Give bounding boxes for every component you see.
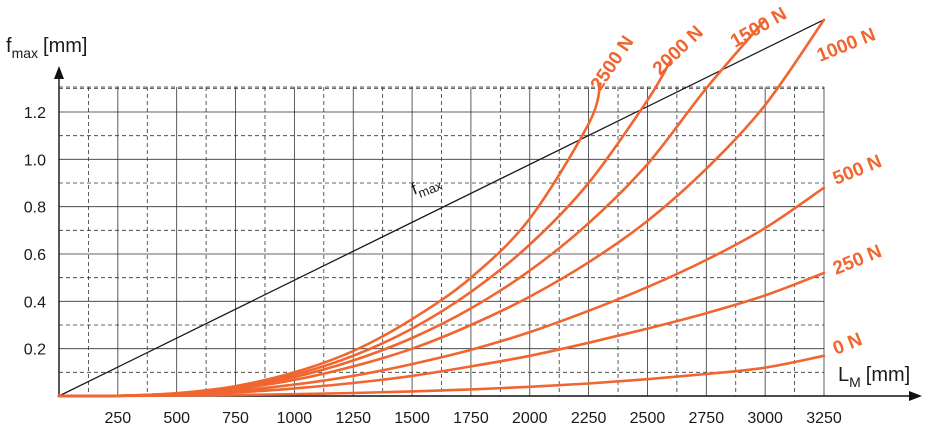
fmax-limit-label-subscript: max [416, 178, 445, 201]
y-tick-label-1-2: 1.2 [24, 105, 46, 122]
x-axis-title: LM [mm] [838, 364, 910, 390]
x-axis-title-symbol: L [838, 364, 849, 386]
y-tick-label-0-8: 0.8 [24, 200, 46, 217]
x-tick-label-750: 750 [222, 410, 249, 427]
x-tick-label-250: 250 [104, 410, 131, 427]
tick-labels: 250 500 750 1000 1250 1500 1750 2000 2250 2500 275… [24, 105, 842, 427]
x-tick-label-2750: 2750 [689, 410, 725, 427]
y-axis-title-symbol: f [6, 35, 12, 57]
series-label-0n: 0 N [830, 329, 865, 360]
x-tick-label-2000: 2000 [512, 410, 548, 427]
y-tick-label-0-6: 0.6 [24, 247, 46, 264]
x-axis-title-subscript: M [849, 374, 861, 390]
y-axis-title-subscript: max [12, 45, 38, 61]
series-label-2500n: 2500 N [587, 32, 639, 95]
x-tick-label-3000: 3000 [747, 410, 783, 427]
x-axis-title-unit: [mm] [866, 364, 910, 386]
series-label-250n: 250 N [830, 241, 885, 279]
series-line-2500n [57, 82, 602, 398]
series-label-1000n: 1000 N [814, 24, 879, 66]
x-tick-label-1750: 1750 [453, 410, 489, 427]
x-tick-label-500: 500 [163, 410, 190, 427]
y-axis-arrow-icon [54, 66, 64, 79]
y-axis-title: fmax [mm] [6, 35, 87, 61]
grid [59, 86, 825, 396]
fmax-limit-label: fmax [409, 170, 445, 202]
axes [54, 66, 922, 401]
y-tick-label-0-2: 0.2 [24, 342, 46, 359]
y-tick-label-0-4: 0.4 [24, 294, 46, 311]
fmax-limit-label-symbol: f [409, 179, 421, 199]
y-tick-label-1-0: 1.0 [24, 152, 46, 169]
x-axis-arrow-icon [909, 391, 922, 401]
series-label-500n: 500 N [830, 151, 885, 189]
series-label-1500n: 1500 N [727, 4, 791, 53]
x-tick-label-3250: 3250 [806, 410, 842, 427]
series-label-2000n: 2000 N [649, 22, 708, 80]
fmax-limit-line [58, 19, 825, 397]
y-axis-title-unit: [mm] [43, 35, 87, 57]
x-tick-label-1250: 1250 [335, 410, 371, 427]
x-tick-label-2250: 2250 [571, 410, 607, 427]
x-tick-label-2500: 2500 [630, 410, 666, 427]
x-tick-label-1000: 1000 [277, 410, 313, 427]
series-lines [57, 18, 826, 398]
x-tick-label-1500: 1500 [394, 410, 430, 427]
